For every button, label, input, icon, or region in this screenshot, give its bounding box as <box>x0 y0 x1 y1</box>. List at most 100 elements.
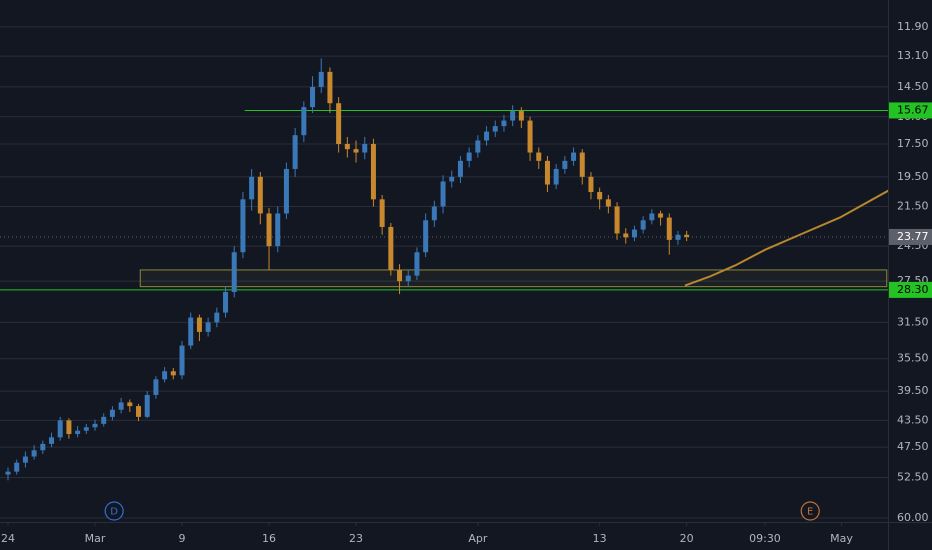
price-badge-label: 28.30 <box>897 283 929 296</box>
candle-body <box>109 409 115 417</box>
candle-body <box>675 234 681 240</box>
candle-body <box>684 234 690 237</box>
candle-body <box>283 168 289 214</box>
projection-line <box>684 189 888 287</box>
y-tick-label: 17.50 <box>897 137 929 150</box>
candle-body <box>118 402 124 410</box>
candle-body <box>179 345 185 376</box>
candle-body <box>266 213 272 247</box>
price-badge-label: 15.67 <box>897 103 929 116</box>
y-tick-label: 35.50 <box>897 352 929 365</box>
candle-body <box>196 317 202 332</box>
candle-body <box>379 199 385 227</box>
candle-body <box>510 111 516 121</box>
candle-body <box>666 217 672 240</box>
y-tick-label: 43.50 <box>897 413 929 426</box>
price-badge <box>889 102 932 119</box>
candle-body <box>518 111 524 121</box>
candle-body <box>66 420 72 435</box>
candle-body <box>292 135 298 169</box>
candle-body <box>431 206 437 221</box>
candle-body <box>101 416 107 424</box>
x-tick-label: 9 <box>179 532 186 545</box>
candle-body <box>536 152 542 161</box>
candle-body <box>249 176 255 200</box>
candle-body <box>544 160 550 185</box>
candle-body <box>440 181 446 207</box>
candle-body <box>649 213 655 221</box>
y-tick-label: 21.50 <box>897 199 929 212</box>
candle-body <box>14 462 20 472</box>
candle-body <box>527 120 533 153</box>
y-tick-label: 47.50 <box>897 440 929 453</box>
event-label: E <box>807 507 813 518</box>
y-tick-label: 60.00 <box>897 511 929 524</box>
candle-body <box>353 149 359 153</box>
candle-body <box>405 275 411 282</box>
x-tick-label: 09:30 <box>749 532 781 545</box>
price-badge-label: 23.77 <box>897 230 929 243</box>
candle-body <box>5 471 11 475</box>
candle-body <box>449 176 455 182</box>
candle-body <box>240 199 246 253</box>
y-tick-label: 13.10 <box>897 49 929 62</box>
candle-body <box>127 402 133 407</box>
candle-body <box>136 406 142 417</box>
candle-body <box>571 152 577 161</box>
x-tick-label: 13 <box>593 532 607 545</box>
candle-body <box>327 71 333 104</box>
candle-body <box>257 176 263 214</box>
event-label: D <box>110 507 118 518</box>
candle-body <box>484 131 490 141</box>
candle-body <box>162 371 168 380</box>
candle-body <box>623 233 629 238</box>
candle-body <box>562 160 568 169</box>
candle-body <box>475 140 481 153</box>
candle-body <box>188 317 194 346</box>
candle-body <box>231 252 237 293</box>
y-tick-label: 14.50 <box>897 80 929 93</box>
candle-body <box>605 199 611 207</box>
candle-body <box>614 206 620 234</box>
price-badge <box>889 228 932 245</box>
y-tick-label: 19.50 <box>897 170 929 183</box>
x-tick-label: 16 <box>262 532 276 545</box>
candle-body <box>83 427 89 431</box>
candle-body <box>214 312 220 323</box>
candle-body <box>40 443 46 451</box>
candle-body <box>75 430 81 435</box>
candle-body <box>501 120 507 127</box>
event-marker <box>104 501 124 521</box>
candle-body <box>310 86 316 108</box>
candle-body <box>49 437 55 444</box>
candle-body <box>588 176 594 193</box>
candle-body <box>22 456 28 463</box>
candle-body <box>414 252 420 276</box>
candle-body <box>318 71 324 87</box>
candle-body <box>658 213 664 218</box>
candle-body <box>397 269 403 282</box>
x-tick-label: 24 <box>1 532 15 545</box>
y-tick-label: 39.50 <box>897 384 929 397</box>
price-badge <box>889 281 932 298</box>
candle-body <box>640 220 646 230</box>
candle-body <box>205 322 211 332</box>
candle-body <box>553 168 559 185</box>
candle-body <box>170 371 176 376</box>
x-tick-label: Mar <box>85 532 106 545</box>
x-tick-label: 23 <box>349 532 363 545</box>
candle-body <box>153 379 159 395</box>
candle-body <box>597 192 603 200</box>
candle-body <box>223 292 229 313</box>
y-tick-label: 31.50 <box>897 315 929 328</box>
candle-body <box>631 229 637 238</box>
candle-body <box>388 226 394 270</box>
candle-body <box>466 152 472 161</box>
candle-body <box>344 143 350 150</box>
x-tick-label: Apr <box>468 532 488 545</box>
candle-body <box>336 103 342 144</box>
candle-body <box>579 152 585 177</box>
